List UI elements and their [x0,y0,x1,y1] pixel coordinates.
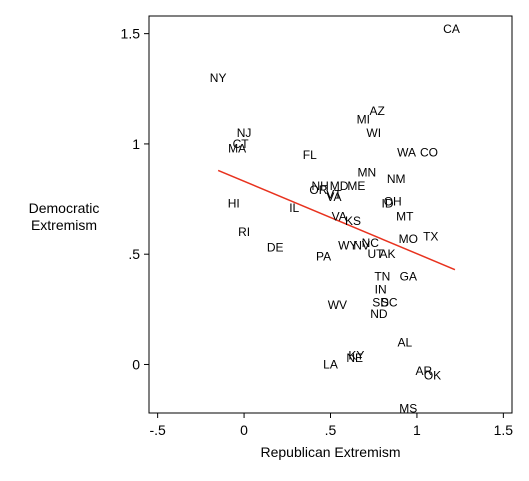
point-label: CT [233,137,250,151]
y-tick-label: .5 [128,246,140,262]
x-tick-label: 1.5 [494,422,514,438]
point-label: FL [303,148,317,162]
point-label: MN [357,166,376,180]
point-label: RI [238,225,250,239]
y-axis-title-line-1: Democratic [29,200,100,216]
point-label: IN [375,282,387,296]
point-label: GA [400,269,417,283]
fit-line-group [217,169,456,271]
point-label: NH [311,179,328,193]
point-label: DE [267,241,284,255]
point-label: WV [328,298,347,312]
y-tick-label: 1 [132,136,140,152]
point-label: IL [289,201,299,215]
point-label: VA [326,190,341,204]
point-label: NY [210,71,227,85]
x-tick-label: 1 [413,422,421,438]
plot-area [148,15,513,414]
point-label: TN [374,269,390,283]
point-label: CA [443,22,460,36]
point-label: AR [416,364,433,378]
point-label: KS [345,214,361,228]
point-label: WI [366,126,381,140]
y-axis: 0 .5 1 1.5 [121,26,149,372]
point-label: SD [372,296,389,310]
point-label: CO [420,146,438,160]
point-label: MD [330,179,349,193]
point-label: AZ [369,104,384,118]
plot-border [148,15,513,414]
point-label: WA [397,146,416,160]
point-label: ME [347,179,365,193]
point-label: HI [228,196,240,210]
point-label: LA [323,357,338,371]
point-label: MO [399,232,418,246]
point-label: OR [309,183,327,197]
point-label: NJ [237,126,252,140]
point-label: MI [357,113,370,127]
x-axis-title: Republican Extremism [260,444,400,460]
point-label: KY [348,349,364,363]
point-label: TX [423,230,438,244]
point-label: SC [381,296,398,310]
y-tick-label: 1.5 [121,26,141,42]
point-label: VT [326,188,342,202]
point-label: ND [370,307,388,321]
point-label: OK [424,369,441,383]
point-label: AL [397,335,412,349]
x-tick-label: 0 [240,422,248,438]
point-label: PA [316,249,331,263]
point-label: MA [228,141,246,155]
x-tick-label: .5 [325,422,337,438]
point-label: ID [382,196,394,210]
point-label: VA [332,210,347,224]
point-label: NM [387,172,406,186]
y-tick-label: 0 [132,356,140,372]
point-label: OH [384,194,402,208]
point-label: NV [353,238,370,252]
y-axis-title-line-2: Extremism [31,217,97,233]
point-label: MT [396,210,414,224]
fit-line [217,169,456,271]
point-label: UT [367,247,384,261]
point-label: NC [362,236,380,250]
point-label: WY [338,238,357,252]
x-axis: -.5 0 .5 1 1.5 [149,413,513,438]
point-label: AK [380,247,396,261]
x-tick-label: -.5 [149,422,166,438]
point-label: NE [346,351,363,365]
point-label: MS [399,402,417,416]
